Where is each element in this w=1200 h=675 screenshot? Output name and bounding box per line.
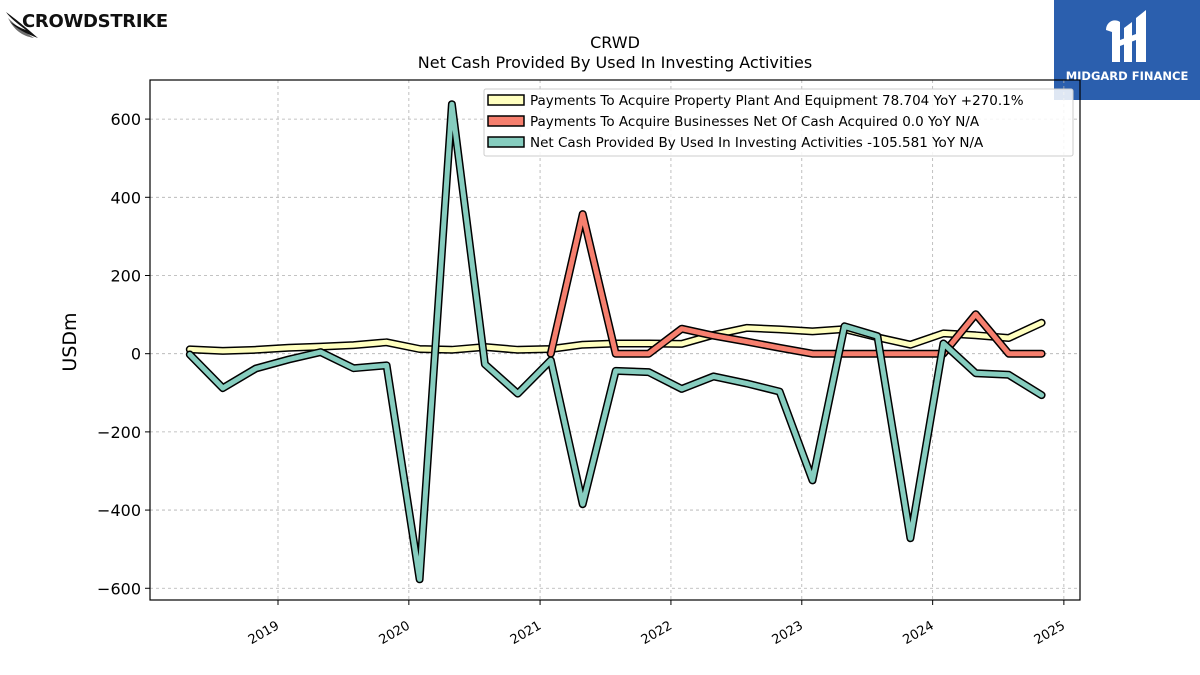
midgard-mark-icon <box>1106 10 1146 63</box>
legend-box <box>483 88 1074 157</box>
x-tick-label: 2022 <box>639 618 675 648</box>
x-tick-label: 2025 <box>1032 618 1068 648</box>
x-tick-label: 2021 <box>508 618 544 648</box>
y-axis-label: USDm <box>59 312 81 371</box>
midgard-finance-logo: MIDGARD FINANCE <box>1054 0 1200 100</box>
series-line <box>548 211 1045 357</box>
chart-title: CRWD <box>590 33 640 52</box>
x-tick-label: 2023 <box>770 618 806 648</box>
legend-swatch <box>487 94 525 106</box>
y-tick-label: −600 <box>97 579 141 598</box>
chart-subtitle: Net Cash Provided By Used In Investing A… <box>417 53 813 72</box>
x-tick-label: 2019 <box>246 618 282 648</box>
midgard-wordmark: MIDGARD FINANCE <box>1065 69 1189 83</box>
y-tick-label: 400 <box>110 188 141 207</box>
y-axis: −600 −400 −200 0 200 400 600 <box>97 110 150 598</box>
y-tick-label: −400 <box>97 501 141 520</box>
plot-frame <box>149 79 1081 601</box>
y-tick-label: 600 <box>110 110 141 129</box>
y-tick-label: 0 <box>131 345 141 364</box>
y-tick-label: −200 <box>97 423 141 442</box>
legend-entry: Payments To Acquire Property Plant And E… <box>530 93 1024 109</box>
crowdstrike-logo: CROWDSTRIKE <box>4 4 204 40</box>
series-lines <box>185 100 1046 584</box>
legend: Payments To Acquire Property Plant And E… <box>483 88 1074 157</box>
crowdstrike-wordmark: CROWDSTRIKE <box>22 11 168 32</box>
x-tick-label: 2020 <box>377 618 413 648</box>
legend-entry: Payments To Acquire Businesses Net Of Ca… <box>530 114 980 130</box>
series-line <box>187 101 1045 582</box>
legend-swatch <box>487 136 525 148</box>
y-tick-label: 200 <box>110 266 141 285</box>
legend-entry: Net Cash Provided By Used In Investing A… <box>530 135 984 151</box>
x-tick-label: 2024 <box>900 618 936 648</box>
x-axis: 2019 2020 2021 2022 2023 2024 2025 <box>246 600 1068 648</box>
falcon-icon <box>6 12 38 38</box>
legend-swatch <box>487 115 525 127</box>
